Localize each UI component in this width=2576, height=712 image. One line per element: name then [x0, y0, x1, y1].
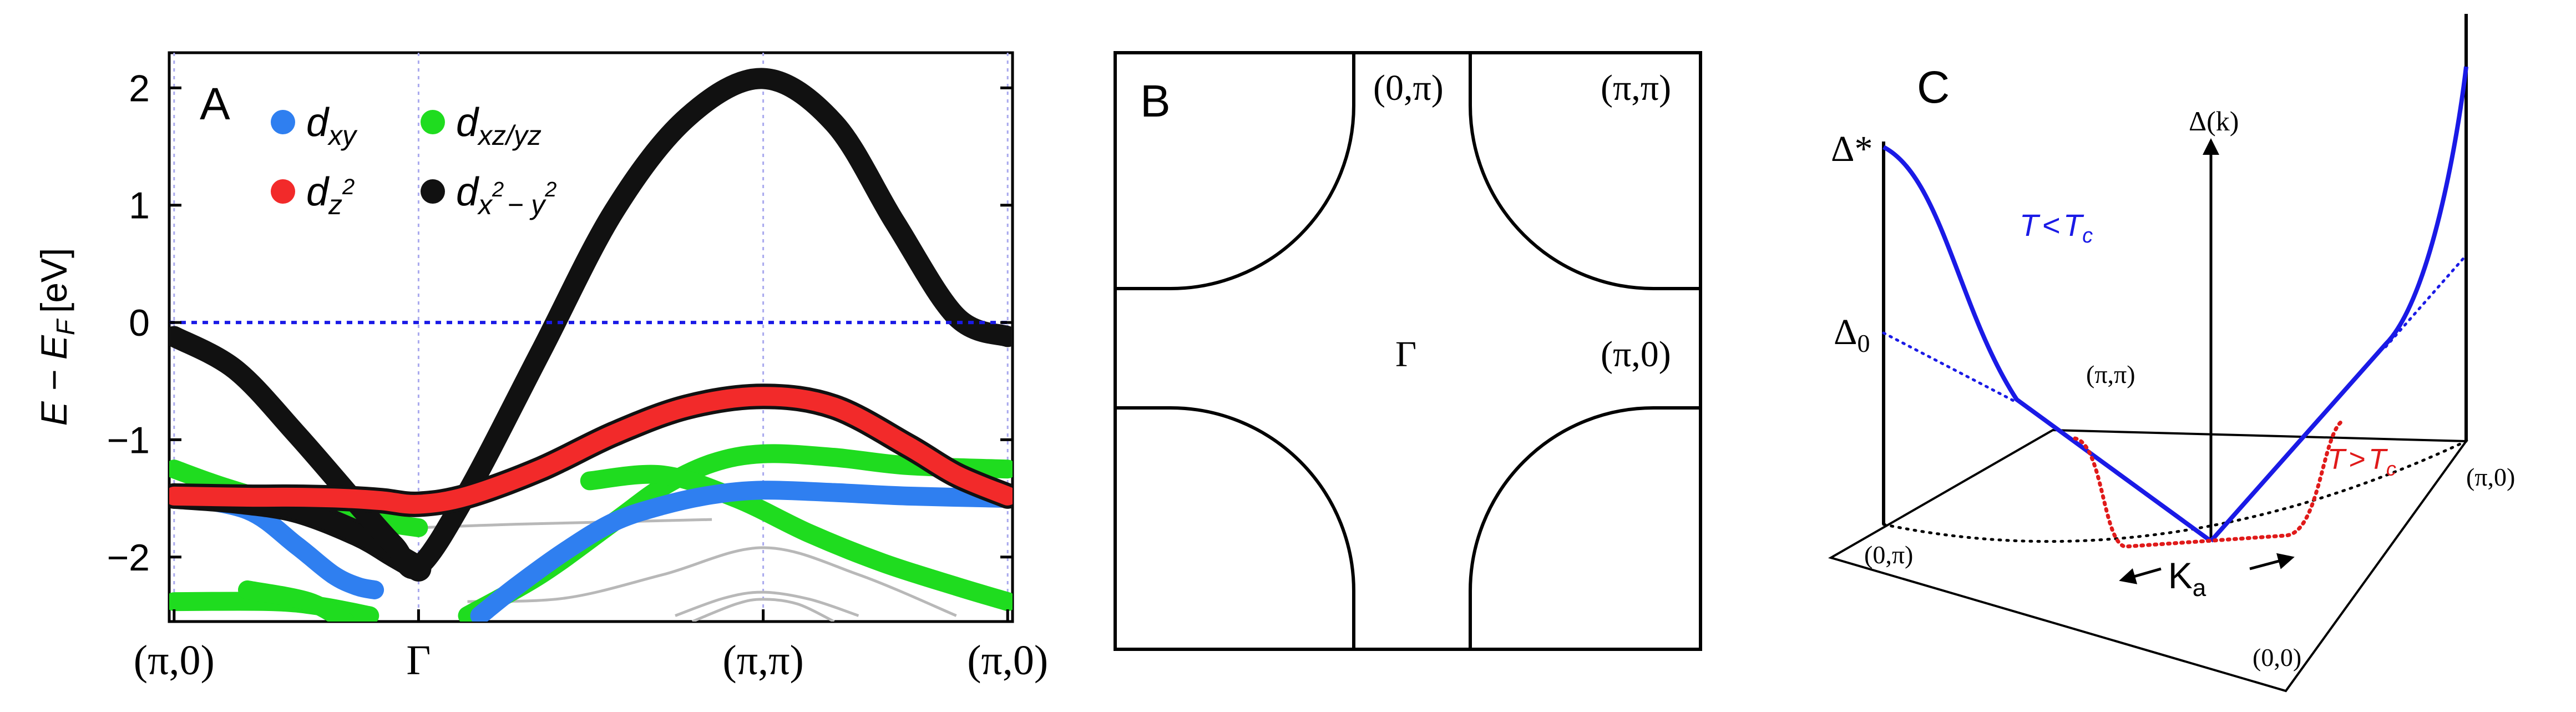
band-series-6 [237, 580, 355, 622]
corner-0-pi: (0,π) [1864, 541, 1913, 569]
label-pi-pi: (π,π) [1601, 68, 1671, 108]
t-below-tc-label: T < Tc [2020, 208, 2093, 248]
panel-b-frame [1114, 51, 1702, 651]
band-series-1 [169, 387, 1013, 514]
legend-dxzyz-marker [421, 110, 445, 134]
fermi-arc-bottom-right [1469, 406, 1701, 649]
delta-star-label: Δ* [1831, 129, 1872, 169]
gap-dotted-blue [1882, 254, 2468, 404]
band-series-0 [169, 68, 1013, 579]
thin-band [418, 518, 712, 529]
panel-a-ylabel: E − EF[eV] [33, 248, 80, 426]
band-series-3 [470, 481, 1013, 622]
fermi-arc-bottom-left [1115, 406, 1355, 649]
label-gamma: Γ [1395, 334, 1416, 375]
legend-dx2y2-marker [421, 179, 445, 204]
panel-a-thin-bands [418, 518, 957, 622]
delta-zero-label: Δ0 [1834, 312, 1870, 357]
thin-band [691, 598, 835, 622]
label-0-pi: (0,π) [1373, 68, 1444, 108]
y-tick-label: 1 [129, 185, 150, 227]
delta-k-label: Δ(k) [2189, 105, 2239, 137]
x-tick-label: (π,0) [134, 637, 215, 684]
panel-a-bands [169, 68, 1013, 622]
ka-arrow-right [2249, 553, 2295, 570]
panel-c-label: C [1917, 62, 1950, 113]
corner-pi-0: (π,0) [2466, 463, 2515, 491]
legend-dxzyz: dxz/yz [456, 100, 541, 151]
y-tick-label: 0 [129, 302, 150, 344]
thin-band [675, 590, 859, 617]
x-tick-label: (π,0) [967, 637, 1048, 684]
legend-dz2: dz2 [306, 170, 355, 220]
ka-arrow-left [2119, 567, 2162, 584]
gap-dotted-red [2073, 420, 2344, 549]
panel-a-ticks: 2 1 0 −1 −2 (π,0) Γ (π,π) (π,0) [107, 67, 1048, 684]
corner-pi-pi: (π,π) [2086, 360, 2135, 388]
band-series-8 [580, 464, 1013, 612]
label-pi-0: (π,0) [1601, 334, 1671, 375]
legend-dz2-marker [271, 179, 295, 204]
panel-b-label: B [1140, 76, 1171, 127]
panel-a-label: A [200, 79, 230, 129]
t-above-tc-label: T > Tc [2327, 443, 2396, 480]
thin-band [467, 546, 957, 617]
y-tick-label: 2 [129, 67, 150, 109]
fermi-arc-top-left [1115, 53, 1355, 290]
panel-b-fermi-surface: (0,π) (π,π) Γ (π,0) B [1114, 51, 1702, 651]
legend-dx2y2: dx2− y2 [456, 170, 556, 220]
ka-label: Ka [2168, 555, 2206, 602]
y-tick-label: −1 [107, 419, 150, 461]
legend-dxy-marker [271, 110, 295, 134]
corner-0-0: (0,0) [2253, 643, 2301, 671]
fermi-surface-dotted [1882, 440, 2468, 543]
panel-a-legend: dxy dxz/yz dz2 dx2− y2 [271, 100, 556, 220]
x-tick-label: Γ [406, 637, 431, 684]
gap-curve-blue-left [1882, 145, 2213, 543]
panel-a-band-structure: 2 1 0 −1 −2 (π,0) Γ (π,π) (π,0) A E − EF[eV] dxy… [33, 51, 1048, 684]
fermi-arc-top-right [1469, 53, 1701, 290]
panel-c-gap-schematic: C Δ(k) Δ* Δ0 T < Tc T > Tc (π,π) (π,0) (0,π)… [1828, 14, 2515, 693]
gap-curve-blue-right [2209, 66, 2468, 543]
legend-dxy: dxy [306, 100, 358, 151]
x-tick-label: (π,π) [722, 637, 803, 684]
y-tick-label: −2 [107, 537, 150, 579]
